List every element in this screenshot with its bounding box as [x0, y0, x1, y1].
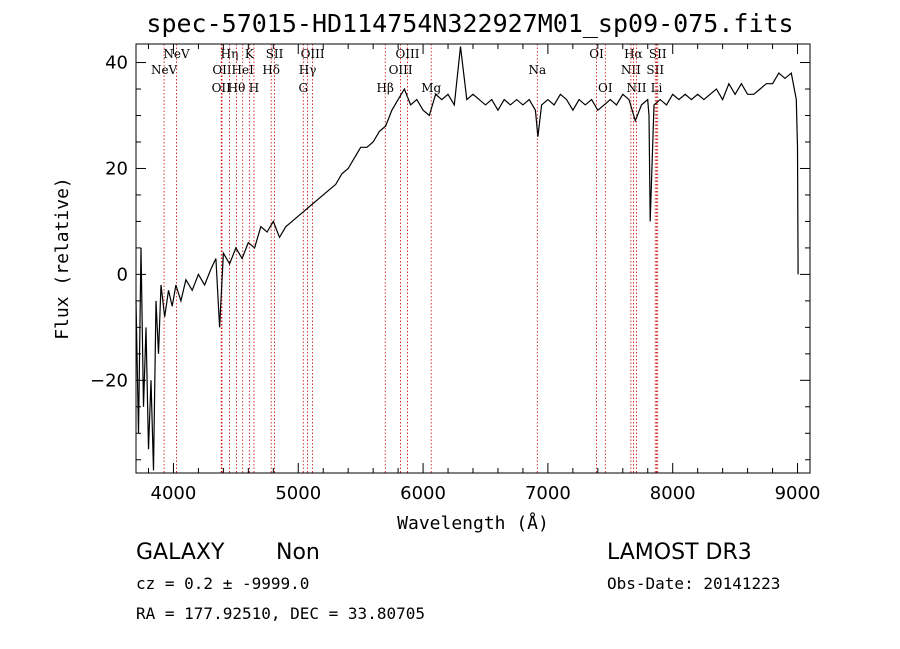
x-tick-label: 4000 — [151, 483, 197, 504]
y-tick-label: −20 — [90, 370, 128, 391]
plot-frame — [135, 43, 811, 474]
line-label: NeV — [163, 47, 190, 61]
coordinates: RA = 177.92510, DEC = 33.80705 — [136, 604, 425, 623]
obs-date: Obs-Date: 20141223 — [607, 574, 780, 593]
x-tick-label: 9000 — [775, 483, 821, 504]
emission-lines: NeV NeV OII OII Hη Hθ HeI K HHδ SII G Hγ OIII Hβ OIII O… — [151, 44, 667, 473]
object-class: GALAXY — [136, 540, 225, 565]
line-label: K — [245, 47, 255, 61]
line-label: Hη — [221, 47, 239, 61]
y-tick-label: 20 — [105, 158, 128, 179]
line-label: Hθ — [228, 81, 246, 95]
redshift-value: cz = 0.2 ± -9999.0 — [136, 574, 309, 593]
line-label: OIII — [301, 47, 325, 61]
line-label: Hβ — [377, 81, 394, 95]
line-label: OI — [589, 47, 604, 61]
line-label: Hδ — [262, 63, 280, 77]
line-label: NeV — [151, 63, 178, 77]
line-label: G — [298, 81, 308, 95]
chart-title: spec-57015-HD114754N322927M01_sp09-075.f… — [146, 9, 793, 38]
line-label: Hγ — [299, 63, 317, 77]
y-axis: −20 0 20 40 — [90, 53, 810, 461]
y-axis-label: Flux (relative) — [52, 177, 73, 340]
line-label: NII — [627, 81, 647, 95]
spectrum-line — [135, 46, 799, 471]
x-tick-label: 6000 — [400, 483, 446, 504]
line-label: H — [249, 81, 259, 95]
line-label: Mg — [421, 81, 441, 95]
line-label: Na — [528, 63, 546, 77]
line-label: OII — [212, 81, 232, 95]
x-axis: 4000 5000 6000 7000 8000 9000 — [147, 44, 821, 504]
line-label: SII — [646, 63, 664, 77]
line-label: HeI — [232, 63, 255, 77]
y-tick-label: 0 — [117, 264, 128, 285]
line-label: OI — [598, 81, 613, 95]
line-label: OIII — [395, 47, 419, 61]
line-label: Hα — [624, 47, 643, 61]
x-axis-label: Wavelength (Å) — [397, 512, 549, 534]
survey-name: LAMOST DR3 — [607, 540, 752, 565]
y-tick-label: 40 — [105, 53, 128, 74]
spectrum-series — [135, 46, 799, 471]
line-label: OIII — [389, 63, 413, 77]
line-label: NII — [621, 63, 641, 77]
line-label: Li — [651, 81, 663, 95]
object-subclass: Non — [276, 540, 320, 565]
x-tick-label: 5000 — [275, 483, 321, 504]
line-label: OII — [212, 63, 232, 77]
x-tick-label: 7000 — [525, 483, 571, 504]
x-tick-label: 8000 — [650, 483, 696, 504]
line-label: SII — [266, 47, 284, 61]
line-label: SII — [649, 47, 667, 61]
